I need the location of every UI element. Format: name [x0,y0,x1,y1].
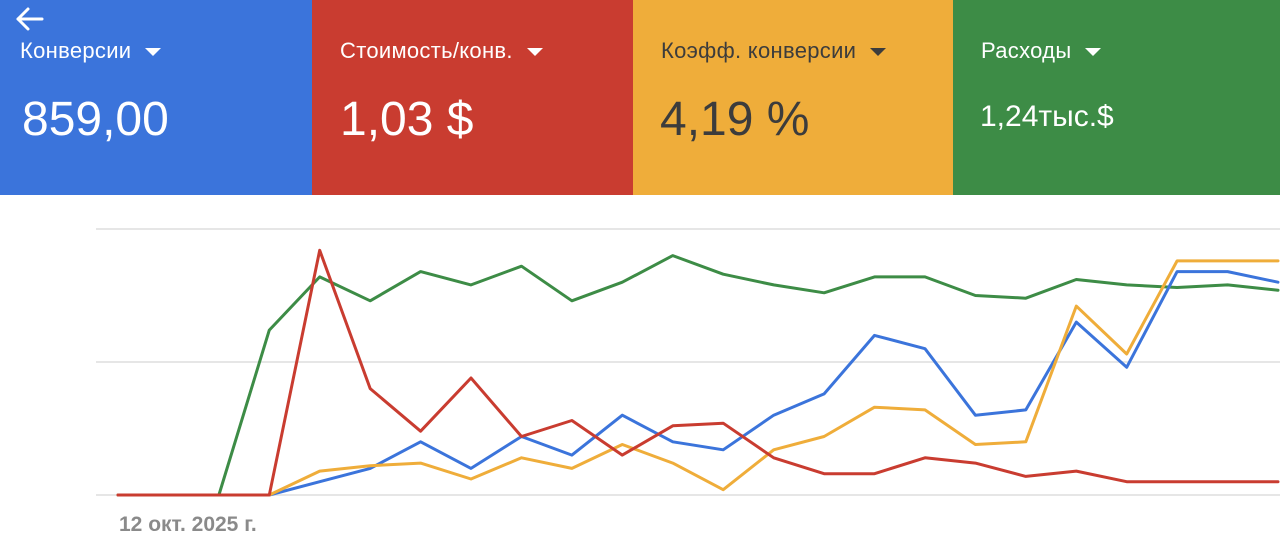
line-chart [0,195,1280,546]
metric-card-conversion-rate[interactable]: Коэфф. конверсии 4,19 % [633,0,953,195]
series-line-conversions [116,270,1280,497]
metric-label: Стоимость/конв. [340,38,513,63]
metric-value: 859,00 [22,93,169,146]
metric-value: 1,24тыс.$ [980,100,1114,133]
metric-label: Конверсии [20,38,132,63]
back-arrow-icon[interactable] [14,4,46,34]
metric-value: 4,19 % [660,93,810,146]
caret-down-icon[interactable] [1085,48,1102,56]
metric-cards: Конверсии 859,00 Стоимость/конв. 1,03 $ … [0,0,1280,195]
metric-label-row: Коэфф. конверсии [661,38,887,64]
line-chart-svg [96,228,1280,497]
metric-label-row: Конверсии [20,38,162,64]
metric-label-row: Расходы [981,38,1102,64]
metric-card-conversions[interactable]: Конверсии 859,00 [0,0,312,195]
x-axis-start-label: 12 окт. 2025 г. [119,513,257,536]
metric-label: Расходы [981,38,1072,63]
metric-label: Коэфф. конверсии [661,38,857,63]
metric-label-row: Стоимость/конв. [340,38,543,64]
metric-card-cost-per-conversion[interactable]: Стоимость/конв. 1,03 $ [312,0,633,195]
metric-value: 1,03 $ [340,93,474,146]
series-line-cost [116,254,1280,497]
series-line-conv_rate [116,259,1280,497]
caret-down-icon[interactable] [145,48,162,56]
caret-down-icon[interactable] [870,48,887,56]
series-line-cost_per_conv [116,248,1280,497]
caret-down-icon[interactable] [526,48,543,56]
metric-card-cost[interactable]: Расходы 1,24тыс.$ [953,0,1280,195]
